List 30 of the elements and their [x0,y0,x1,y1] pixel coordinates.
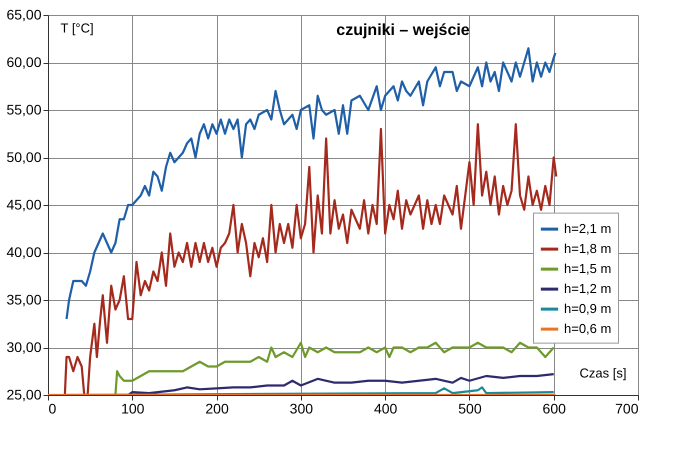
x-tick-label: 400 [374,400,398,416]
x-tick-label: 0 [48,400,56,416]
y-tick-label: 50,00 [6,149,42,165]
y-tick-label: 60,00 [6,54,42,70]
x-tick-label: 500 [458,400,482,416]
x-tick-label: 300 [290,400,314,416]
x-tick-label: 100 [121,400,145,416]
legend-label: h=1,2 m [564,281,612,296]
y-tick-label: 35,00 [6,292,42,308]
y-tick-label: 30,00 [6,339,42,355]
legend-label: h=0,6 m [564,321,612,336]
y-tick-label: 55,00 [6,102,42,118]
legend-label: h=0,9 m [564,301,612,316]
line-series [126,373,555,395]
legend-label: h=1,5 m [564,261,612,276]
line-series [65,47,556,320]
y-tick-label: 45,00 [6,196,42,212]
y-tick-label: 25,00 [6,386,42,402]
chart-title: czujniki – wejście [336,22,470,39]
line-series [64,123,558,395]
x-tick-label: 200 [205,400,229,416]
legend-label: h=1,8 m [564,241,612,256]
legend-label: h=2,1 m [564,221,612,236]
x-tick-label: 600 [542,400,566,416]
y-tick-label: 65,00 [6,6,42,22]
x-tick-label: 700 [615,400,639,416]
y-axis-title: T [°C] [60,20,94,36]
line-series [114,342,555,395]
y-tick-label: 40,00 [6,244,42,260]
x-axis-title: Czas [s] [580,366,626,380]
